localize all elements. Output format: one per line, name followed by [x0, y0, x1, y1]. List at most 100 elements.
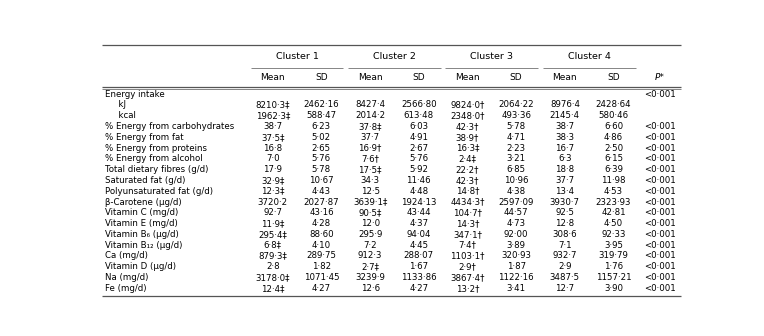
Text: 5·02: 5·02: [312, 133, 331, 142]
Text: 1122·16: 1122·16: [498, 273, 534, 282]
Text: 6·23: 6·23: [312, 122, 331, 131]
Text: 17·5‡: 17·5‡: [358, 165, 382, 174]
Text: 92·7: 92·7: [264, 208, 282, 217]
Text: 2462·16: 2462·16: [303, 100, 339, 110]
Text: 879·3‡: 879·3‡: [258, 251, 287, 260]
Text: Mean: Mean: [552, 73, 577, 82]
Text: Vitamin B₁₂ (μg/d): Vitamin B₁₂ (μg/d): [105, 241, 182, 250]
Text: 4·28: 4·28: [312, 219, 331, 228]
Text: 493·36: 493·36: [501, 111, 531, 120]
Text: β-Carotene (μg/d): β-Carotene (μg/d): [105, 198, 181, 207]
Text: <0·001: <0·001: [644, 122, 675, 131]
Text: <0·001: <0·001: [644, 241, 675, 250]
Text: 22·2†: 22·2†: [456, 165, 479, 174]
Text: 34·3: 34·3: [361, 176, 380, 185]
Text: Mean: Mean: [261, 73, 285, 82]
Text: 5·76: 5·76: [410, 155, 429, 163]
Text: 88·60: 88·60: [309, 230, 334, 239]
Text: 2·9†: 2·9†: [458, 262, 477, 271]
Text: 288·07: 288·07: [403, 251, 434, 260]
Text: 4·71: 4·71: [507, 133, 526, 142]
Text: kcal: kcal: [112, 111, 135, 120]
Text: 38·9†: 38·9†: [456, 133, 479, 142]
Text: 38·7: 38·7: [263, 122, 282, 131]
Text: 7·4†: 7·4†: [458, 241, 477, 250]
Text: 6·60: 6·60: [604, 122, 623, 131]
Text: 11·98: 11·98: [601, 176, 626, 185]
Text: 3·21: 3·21: [507, 155, 526, 163]
Text: 7·1: 7·1: [558, 241, 571, 250]
Text: 92·00: 92·00: [504, 230, 529, 239]
Text: 3930·7: 3930·7: [550, 198, 580, 207]
Text: <0·001: <0·001: [644, 219, 675, 228]
Text: 2·65: 2·65: [312, 143, 331, 153]
Text: 1103·1†: 1103·1†: [450, 251, 484, 260]
Text: Total dietary fibres (g/d): Total dietary fibres (g/d): [105, 165, 208, 174]
Text: 13·4: 13·4: [555, 187, 575, 196]
Text: 12·6: 12·6: [361, 284, 380, 293]
Text: 1·87: 1·87: [507, 262, 526, 271]
Text: Mean: Mean: [455, 73, 480, 82]
Text: % Energy from alcohol: % Energy from alcohol: [105, 155, 202, 163]
Text: 92·33: 92·33: [601, 230, 626, 239]
Text: 2027·87: 2027·87: [303, 198, 339, 207]
Text: 2145·4: 2145·4: [550, 111, 580, 120]
Text: 16·8: 16·8: [263, 143, 282, 153]
Text: 6·8‡: 6·8‡: [264, 241, 282, 250]
Text: 4·27: 4·27: [410, 284, 429, 293]
Text: 3178·0‡: 3178·0‡: [255, 273, 290, 282]
Text: 3·90: 3·90: [604, 284, 623, 293]
Text: 92·5: 92·5: [555, 208, 575, 217]
Text: 289·75: 289·75: [306, 251, 336, 260]
Text: 11·46: 11·46: [406, 176, 431, 185]
Text: <0·001: <0·001: [644, 273, 675, 282]
Text: 3·89: 3·89: [507, 241, 526, 250]
Text: 2597·09: 2597·09: [498, 198, 534, 207]
Text: 12·0: 12·0: [361, 219, 380, 228]
Text: 94·04: 94·04: [406, 230, 431, 239]
Text: 37·8‡: 37·8‡: [358, 122, 382, 131]
Text: 1962·3‡: 1962·3‡: [255, 111, 290, 120]
Text: SD: SD: [315, 73, 328, 82]
Text: 2·7‡: 2·7‡: [361, 262, 379, 271]
Text: 4·27: 4·27: [312, 284, 331, 293]
Text: 18·8: 18·8: [555, 165, 575, 174]
Text: 10·67: 10·67: [309, 176, 334, 185]
Text: 32·9‡: 32·9‡: [261, 176, 284, 185]
Text: 12·5: 12·5: [361, 187, 380, 196]
Text: 2·67: 2·67: [410, 143, 429, 153]
Text: 9824·0†: 9824·0†: [450, 100, 484, 110]
Text: 4·53: 4·53: [604, 187, 623, 196]
Text: 5·78: 5·78: [312, 165, 331, 174]
Text: 6·85: 6·85: [507, 165, 526, 174]
Text: Fe (mg/d): Fe (mg/d): [105, 284, 146, 293]
Text: 4·38: 4·38: [507, 187, 526, 196]
Text: 5·92: 5·92: [410, 165, 429, 174]
Text: 5·78: 5·78: [507, 122, 526, 131]
Text: 295·9: 295·9: [358, 230, 382, 239]
Text: 14·8†: 14·8†: [456, 187, 479, 196]
Text: 588·47: 588·47: [306, 111, 336, 120]
Text: 6·15: 6·15: [604, 155, 623, 163]
Text: 6·03: 6·03: [410, 122, 429, 131]
Text: 5·76: 5·76: [312, 155, 331, 163]
Text: Cluster 2: Cluster 2: [373, 52, 416, 61]
Text: 3720·2: 3720·2: [257, 198, 288, 207]
Text: 1157·21: 1157·21: [596, 273, 631, 282]
Text: % Energy from carbohydrates: % Energy from carbohydrates: [105, 122, 234, 131]
Text: 42·81: 42·81: [601, 208, 626, 217]
Text: 4·45: 4·45: [410, 241, 429, 250]
Text: 7·6†: 7·6†: [361, 155, 379, 163]
Text: Vitamin B₆ (μg/d): Vitamin B₆ (μg/d): [105, 230, 179, 239]
Text: 295·4‡: 295·4‡: [258, 230, 287, 239]
Text: 4·91: 4·91: [410, 133, 429, 142]
Text: SD: SD: [413, 73, 425, 82]
Text: Na (mg/d): Na (mg/d): [105, 273, 148, 282]
Text: Ca (mg/d): Ca (mg/d): [105, 251, 147, 260]
Text: 8976·4: 8976·4: [550, 100, 580, 110]
Text: <0·001: <0·001: [644, 284, 675, 293]
Text: <0·001: <0·001: [644, 133, 675, 142]
Text: 1·67: 1·67: [410, 262, 429, 271]
Text: SD: SD: [510, 73, 523, 82]
Text: <0·001: <0·001: [644, 176, 675, 185]
